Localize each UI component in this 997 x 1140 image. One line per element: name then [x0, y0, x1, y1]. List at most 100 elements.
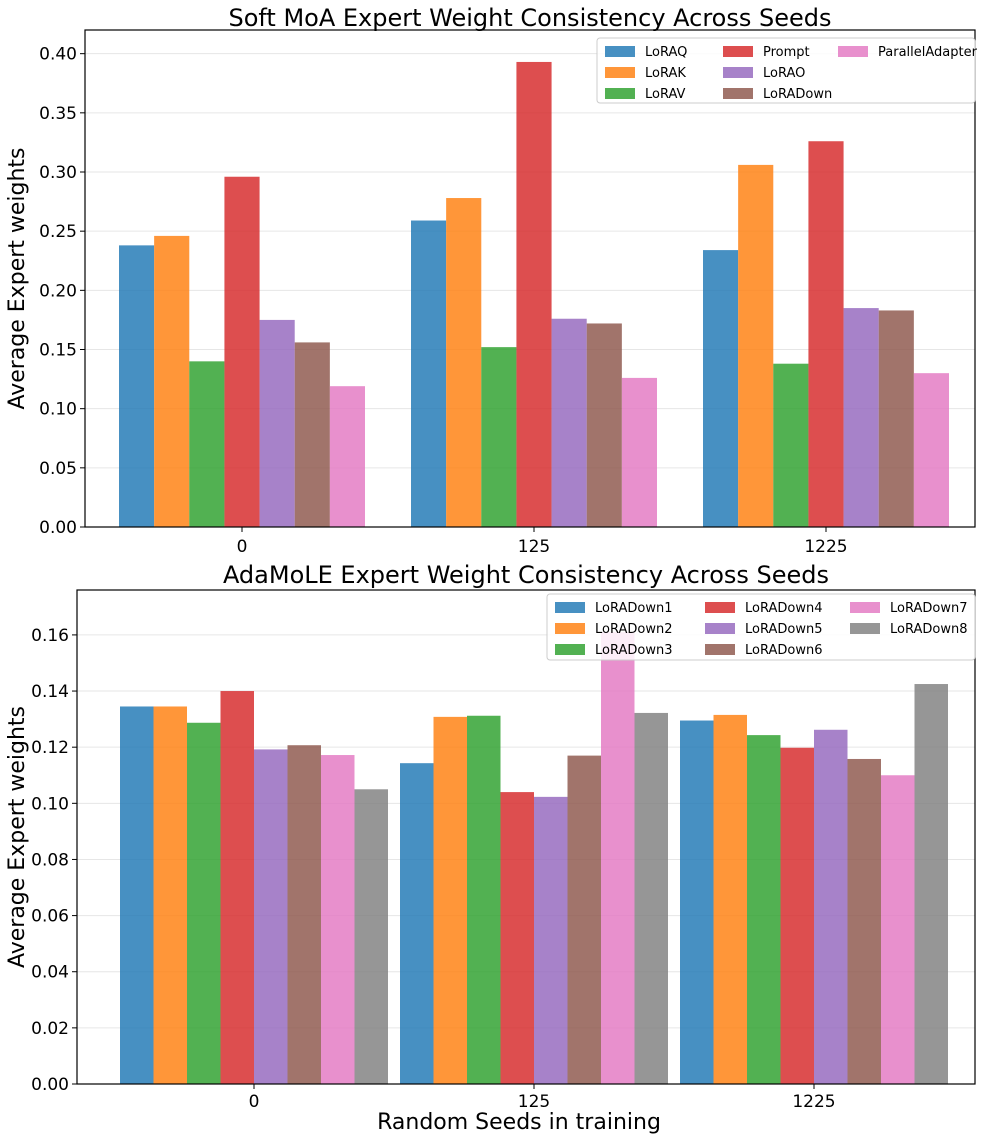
bar-paralleladapter-seed-0 [329, 386, 365, 527]
y-axis-ticks: 0.00 0.02 0.04 0.06 0.08 0.10 0.12 0.14 0.16 [31, 626, 77, 1095]
y-tick-label: 0.30 [39, 163, 77, 183]
legend-label: LoRADown4 [745, 601, 822, 616]
y-tick-label: 0.00 [31, 1075, 69, 1095]
bar-loradown-seed-125 [586, 323, 622, 527]
bar-loradown5-seed-0 [254, 749, 288, 1084]
y-tick-label: 0.10 [31, 794, 69, 814]
chart-panel-2: 0.00 0.02 0.04 0.06 0.08 0.10 0.12 0.14 0.16 0 125… [5, 561, 976, 1135]
bar-lorak-seed-0 [154, 235, 190, 527]
legend-label: LoRADown8 [890, 622, 967, 637]
y-tick-label: 0.40 [39, 45, 77, 65]
bar-loradown2-seed-1225 [713, 714, 747, 1084]
legend-label: LoRADown5 [745, 622, 822, 637]
bar-loraq-seed-125 [411, 220, 447, 527]
y-axis-label: Average Expert weights [5, 706, 30, 968]
bar-loradown4-seed-125 [500, 792, 534, 1084]
x-tick-label: 1225 [792, 1092, 835, 1112]
chart-panel-1: 0.00 0.05 0.10 0.15 0.20 0.25 0.30 0.35 0.40 0 125… [5, 4, 978, 557]
bar-loradown-seed-1225 [878, 310, 914, 527]
legend-label: ParallelAdapter [878, 45, 978, 60]
legend: LoRADown1 LoRADown2 LoRADown3 LoRADown4 LoRA… [546, 593, 976, 661]
bar-paralleladapter-seed-1225 [913, 373, 949, 527]
bar-loradown7-seed-125 [601, 632, 635, 1084]
bar-loradown3-seed-125 [467, 715, 501, 1084]
bar-loradown1-seed-1225 [680, 720, 714, 1084]
legend-swatch [605, 88, 635, 99]
legend-swatch [850, 623, 880, 634]
x-axis-ticks: 0 125 1225 [249, 1084, 836, 1112]
legend-label: LoRAK [645, 66, 686, 81]
y-tick-label: 0.25 [39, 222, 77, 242]
bar-lorav-seed-1225 [773, 363, 809, 527]
bar-prompt-seed-0 [224, 176, 260, 527]
bar-loraq-seed-1225 [703, 250, 739, 527]
bar-lorao-seed-125 [551, 318, 587, 527]
plot-frame [84, 29, 976, 528]
legend-label: LoRADown1 [595, 601, 672, 616]
legend-item-loraq: LoRAQ [605, 45, 687, 60]
bar-prompt-seed-1225 [808, 141, 844, 527]
legend-item-loradown8: LoRADown8 [850, 622, 967, 637]
x-tick-label: 0 [237, 537, 248, 557]
y-axis-label: Average Expert weights [5, 147, 30, 409]
bar-lorak-seed-1225 [738, 164, 774, 527]
legend-swatch [723, 46, 753, 57]
legend-label: LoRAO [763, 66, 805, 81]
legend-item-loradown6: LoRADown6 [705, 643, 822, 658]
bars [119, 61, 949, 528]
legend-item-loradown3: LoRADown3 [555, 643, 672, 658]
y-tick-label: 0.14 [31, 682, 69, 702]
x-tick-label: 125 [518, 537, 550, 557]
bar-loradown2-seed-125 [433, 716, 467, 1084]
legend-item-loradown7: LoRADown7 [850, 601, 967, 616]
bar-loradown5-seed-1225 [814, 729, 848, 1084]
plot-frame [76, 589, 976, 1085]
bar-loradown1-seed-0 [120, 706, 154, 1084]
bar-loradown-seed-0 [294, 342, 330, 527]
y-tick-label: 0.20 [39, 281, 77, 301]
bar-loradown4-seed-1225 [780, 747, 814, 1084]
legend-swatch [605, 67, 635, 78]
legend-swatch [555, 644, 585, 655]
legend-label: LoRADown2 [595, 622, 672, 637]
x-axis-ticks: 0 125 1225 [237, 527, 848, 557]
legend-item-loradown4: LoRADown4 [705, 601, 822, 616]
legend-swatch [723, 88, 753, 99]
y-axis-ticks: 0.00 0.05 0.10 0.15 0.20 0.25 0.30 0.35 0.40 [39, 45, 85, 538]
legend-item-loradown5: LoRADown5 [705, 622, 822, 637]
bar-loradown1-seed-125 [400, 763, 434, 1084]
legend-item-lorav: LoRAV [605, 87, 686, 102]
y-tick-label: 0.00 [39, 518, 77, 538]
bars [120, 632, 948, 1084]
y-tick-label: 0.06 [31, 907, 69, 927]
legend-item-loradown: LoRADown [723, 87, 832, 102]
bar-lorao-seed-0 [259, 319, 295, 527]
bar-lorak-seed-125 [446, 198, 482, 528]
legend-swatch [605, 46, 635, 57]
legend-item-paralleladapter: ParallelAdapter [838, 45, 978, 60]
bar-loradown7-seed-0 [321, 755, 355, 1084]
y-tick-label: 0.15 [39, 341, 77, 361]
bar-loradown8-seed-0 [354, 789, 388, 1084]
y-tick-label: 0.08 [31, 850, 69, 870]
legend-item-loradown2: LoRADown2 [555, 622, 672, 637]
bar-prompt-seed-125 [516, 61, 552, 527]
y-tick-label: 0.05 [39, 459, 77, 479]
legend-swatch [723, 67, 753, 78]
legend-swatch [705, 623, 735, 634]
bar-loraq-seed-0 [119, 245, 155, 527]
bar-loradown4-seed-0 [220, 691, 254, 1084]
legend: LoRAQ LoRAK LoRAV Prompt LoRAO LoRADown Parall… [596, 37, 978, 104]
x-axis-label: Random Seeds in training [377, 1110, 661, 1135]
legend-swatch [838, 46, 868, 57]
x-tick-label: 0 [249, 1092, 260, 1112]
bar-loradown6-seed-0 [287, 745, 321, 1084]
bar-paralleladapter-seed-125 [621, 377, 657, 527]
chart-title: Soft MoA Expert Weight Consistency Acros… [228, 4, 831, 32]
chart-title: AdaMoLE Expert Weight Consistency Across… [223, 561, 829, 589]
legend-item-lorao: LoRAO [723, 66, 805, 81]
bar-loradown8-seed-1225 [914, 684, 948, 1084]
bar-loradown5-seed-125 [534, 796, 568, 1084]
bar-loradown2-seed-0 [153, 706, 187, 1084]
